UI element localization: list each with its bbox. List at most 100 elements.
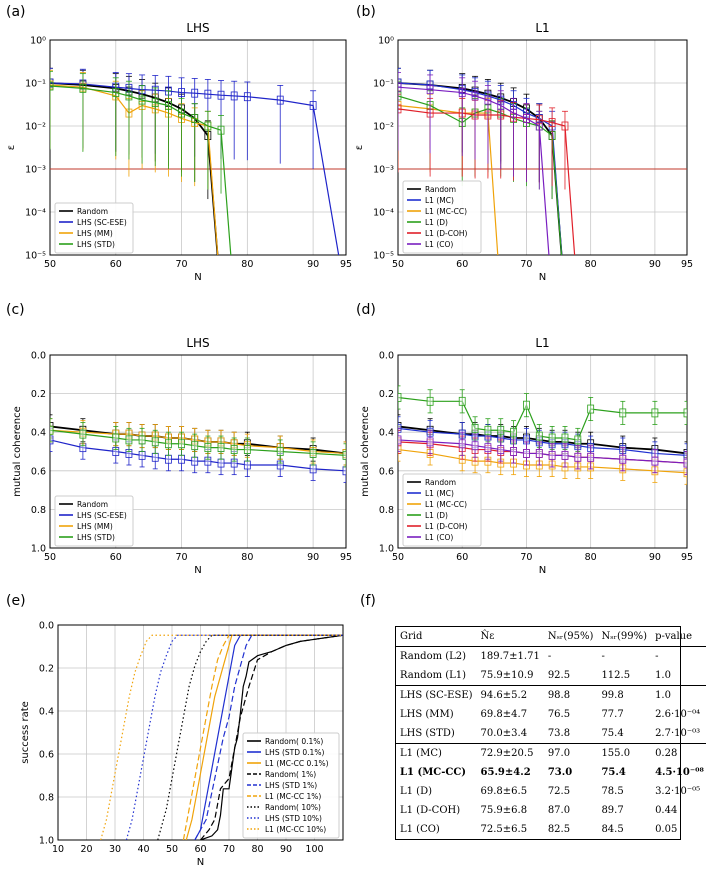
box-marker [342,450,346,460]
box-marker [398,445,402,454]
box-marker [619,408,627,418]
box-marker [164,101,172,110]
x-tick-label: 40 [137,844,149,855]
box-marker [217,125,225,135]
box-marker [151,437,159,447]
table-row: Random (L1) 75.9±10.9 92.5 112.5 1.0 [396,666,706,686]
box-marker [178,454,185,464]
legend-label: Random( 0.1%) [265,737,323,746]
series-line [398,104,499,255]
x-tick-label: 80 [241,552,253,563]
series-line [50,439,346,472]
panel-letter-f: (f) [360,593,376,609]
box-marker [191,456,199,466]
y-tick-label: 10⁻⁴ [25,208,46,219]
y-axis-label: mutual coherence [360,406,371,497]
y-tick-label: 1.0 [31,544,46,555]
box-marker [204,89,212,99]
legend-label: LHS (MM) [77,522,113,531]
y-tick-label: 10⁰ [30,36,46,47]
table-row: LHS (SC-ESE) 94.6±5.2 98.8 99.8 1.0 [396,685,706,705]
legend-label: Random [77,207,108,216]
y-axis-label: ε [354,145,365,150]
box-marker [510,108,518,118]
x-tick-label: 95 [340,552,352,563]
box-marker [230,445,238,454]
legend-label: L1 (D) [425,218,448,227]
y-tick-label: 10⁻³ [25,165,46,176]
y-tick-label: 0.0 [39,621,54,632]
y-tick-label: 0.0 [31,351,46,362]
legend-label: L1 (MC-CC) [425,207,467,216]
x-axis-label: N [194,565,201,576]
y-tick-label: 10⁻⁵ [25,251,46,262]
x-tick-label: 95 [681,259,693,270]
legend-label: Random( 10%) [265,803,321,812]
legend: Random L1 (MC) L1 (MC-CC) L1 (D) L1 (D-COH) L… [402,473,482,547]
box-marker [243,445,251,454]
box-marker [151,452,159,462]
series-line [200,634,343,840]
panel-d: (d) L1 50 60 70 80 90 95 0.0 0.2 0.4 0.6 0.8 1.0 Nmutu… [356,302,693,576]
cell: 0.05 [655,824,678,835]
box-marker [230,91,238,101]
box-marker [683,450,687,460]
cell: L1 (CO) [400,824,440,835]
box-marker [548,450,556,460]
box-marker [164,439,172,449]
legend-label: LHS (SC-ESE) [77,511,127,520]
cell: 77.7 [601,709,624,720]
legend: Random L1 (MC) L1 (MC-CC) L1 (D) L1 (D-COH) L… [402,180,482,254]
box-marker [484,443,492,453]
y-tick-label: 0.4 [379,428,394,439]
cell: 99.8 [597,685,652,705]
series-group [100,634,343,840]
x-tick-label: 70 [176,259,188,270]
cell: 75.9±6.8 [480,805,528,816]
box-marker [178,439,185,449]
cell: LHS (STD) [400,728,455,739]
legend-label: LHS (STD 1%) [265,781,317,790]
cell: L1 (MC) [396,743,477,763]
x-tick-label: 80 [585,259,597,270]
legend-label: L1 (CO) [425,533,453,542]
x-tick-label: 50 [392,259,404,270]
y-tick-label: 10⁻¹ [25,79,46,90]
legend-label: L1 (D) [425,511,448,520]
y-tick-label: 0.2 [31,389,46,400]
cell: - [547,651,552,662]
table-row: Random (L2) 189.7±1.71- - - [396,647,706,667]
legend: Random( 0.1%) LHS (STD 0.1%) L1 (MC-CC 0.1… [242,732,340,839]
x-tick-label: 60 [194,844,206,855]
cell: 189.7±1.71 [480,651,540,662]
legend: Random LHS (SC-ESE) LHS (MM) LHS (STD) [54,495,134,547]
x-tick-label: 10 [52,844,64,855]
series-line [182,634,343,840]
box-marker [79,83,87,93]
cell: 72.9±20.5 [476,743,544,763]
y-tick-label: 0.4 [31,428,46,439]
box-marker [112,433,120,443]
y-tick-label: 0.6 [31,466,46,477]
box-marker [574,452,582,462]
box-marker [683,458,687,468]
series-line [398,396,687,441]
col-grid: Grid [396,627,477,647]
legend-label: L1 (D-COH) [425,229,468,238]
panel-e: (e) 10 20 30 40 50 60 70 80 90 100 0.0 0.2 0.4 0.6 0.8 1… [6,593,344,868]
box-marker [548,433,556,443]
box-marker [204,121,212,131]
y-tick-label: 0.6 [39,750,54,761]
x-tick-label: 60 [110,259,122,270]
box-marker [535,449,543,458]
cell: 1.0 [655,670,671,681]
legend-box [402,473,482,547]
box-marker [683,468,687,478]
box-marker [217,90,225,100]
box-marker [587,404,595,414]
legend-label: LHS (STD 10%) [265,814,322,823]
box-marker [112,88,120,97]
panel-letter: (c) [6,302,25,318]
box-marker [587,452,595,462]
